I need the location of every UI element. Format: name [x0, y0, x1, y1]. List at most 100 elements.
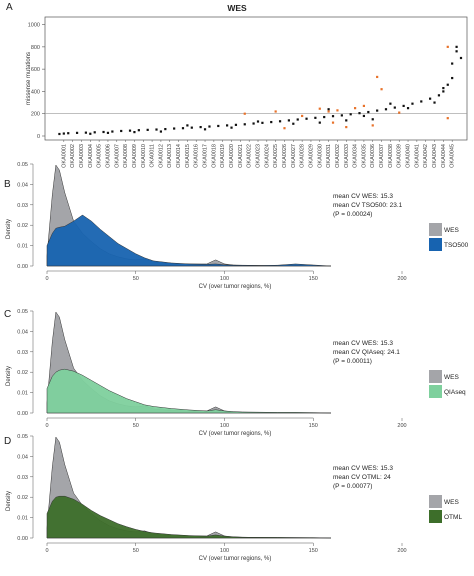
x-tick-label: 200 [397, 276, 406, 282]
x-tick-label: OKA0040 [406, 144, 412, 168]
highlight-point [301, 114, 304, 118]
x-tick-label: OKA0006 [105, 144, 111, 168]
data-point [384, 108, 388, 111]
panel-a: A WES 0 200 400 600 800 1000 missense mutations O… [6, 2, 468, 168]
x-tick-label: OKA0035 [361, 144, 367, 168]
y-tick-label: 0.05 [17, 162, 28, 168]
x-tick-label: OKA0004 [88, 144, 94, 168]
data-point [199, 125, 202, 129]
x-tick-label: 50 [133, 423, 139, 429]
data-point [270, 120, 273, 124]
data-point [256, 120, 260, 123]
data-point [327, 108, 330, 111]
data-point [446, 83, 449, 86]
data-point [362, 114, 366, 118]
data-point [345, 119, 348, 122]
x-tick-label: OKA0039 [397, 144, 403, 168]
panel-letter-b: B [4, 179, 11, 190]
x-tick-label: 100 [220, 423, 229, 429]
x-tick-label: 200 [397, 423, 406, 429]
highlight-point [274, 110, 277, 113]
x-tick-label: OKA0033 [344, 144, 350, 168]
data-point [137, 129, 140, 132]
panel-letter-d: D [4, 436, 11, 447]
data-point [437, 94, 441, 97]
data-point [159, 130, 163, 133]
data-point [62, 132, 65, 135]
highlight-point [345, 125, 348, 129]
x-tick-label: 150 [309, 276, 318, 282]
x-tick-label: OKA0020 [229, 144, 235, 168]
x-tick-label: OKA0043 [432, 144, 438, 168]
x-tick-label: 100 [220, 276, 229, 282]
x-tick-label: 150 [309, 548, 318, 554]
data-point [155, 128, 158, 131]
data-point [349, 113, 352, 116]
data-point [358, 112, 361, 115]
x-tick-label: 50 [133, 276, 139, 282]
y-axis-label: Density [6, 491, 12, 511]
highlight-point [380, 88, 383, 91]
data-point [226, 124, 229, 127]
y-tick-label: 800 [31, 45, 40, 51]
y-tick-label: 0.04 [17, 182, 28, 188]
y-tick-label: 0 [37, 134, 40, 140]
data-point [106, 131, 110, 134]
highlight-point [331, 121, 335, 124]
data-point [93, 131, 96, 134]
mean-cv-text: mean CV TSO500: 23.1 [333, 202, 403, 209]
y-tick-label: 0.03 [17, 203, 28, 209]
data-point [190, 126, 193, 129]
data-point [296, 118, 299, 121]
x-tick-label: OKA0010 [141, 144, 147, 168]
legend-swatch [429, 370, 442, 383]
data-point [442, 86, 445, 90]
x-tick-label: OKA0032 [335, 144, 341, 168]
x-tick-label: OKA0005 [97, 144, 103, 168]
y-axis-label: Density [6, 366, 12, 386]
x-tick-label: OKA0008 [123, 144, 129, 168]
y-tick-label: 0.02 [17, 223, 28, 229]
data-point [323, 115, 326, 119]
data-point [208, 125, 211, 128]
data-point [164, 127, 167, 131]
x-tick-label: OKA0014 [176, 144, 182, 168]
p-value-text: (P = 0.00024) [333, 211, 372, 218]
x-tick-label: OKA0018 [211, 144, 217, 168]
data-point [318, 121, 321, 124]
density-area-tso500 [46, 214, 332, 267]
data-point [133, 131, 136, 134]
legend-swatch [429, 495, 442, 508]
mean-cv-text: mean CV OTML: 24 [333, 474, 391, 481]
density-area-otml [46, 495, 332, 539]
legend-swatch [429, 223, 442, 236]
data-point [234, 123, 238, 126]
data-point [292, 122, 295, 125]
data-point [84, 131, 87, 134]
x-tick-label: OKA0026 [282, 144, 288, 168]
data-point [102, 130, 105, 134]
data-point [389, 102, 392, 105]
y-tick-label: 600 [31, 67, 40, 73]
x-tick-label: OKA0031 [326, 144, 332, 168]
data-point [371, 118, 374, 121]
data-point [186, 124, 189, 127]
data-point [181, 127, 185, 130]
x-tick-label: OKA0042 [423, 144, 429, 168]
data-point [203, 128, 207, 131]
x-tick-label: OKA0016 [194, 144, 200, 168]
plot-frame-a [44, 16, 468, 141]
x-tick-label: OKA0007 [114, 144, 120, 168]
x-tick-label: 0 [45, 276, 48, 282]
data-point [331, 115, 335, 118]
data-point [406, 107, 410, 110]
data-point [173, 127, 176, 130]
y-tick-label: 0.02 [17, 495, 28, 501]
y-tick-label: 0.03 [17, 350, 28, 356]
data-point [314, 116, 317, 119]
highlight-point [243, 112, 246, 115]
x-tick-label: OKA0003 [79, 144, 85, 168]
y-tick-label: 0.01 [17, 244, 28, 250]
